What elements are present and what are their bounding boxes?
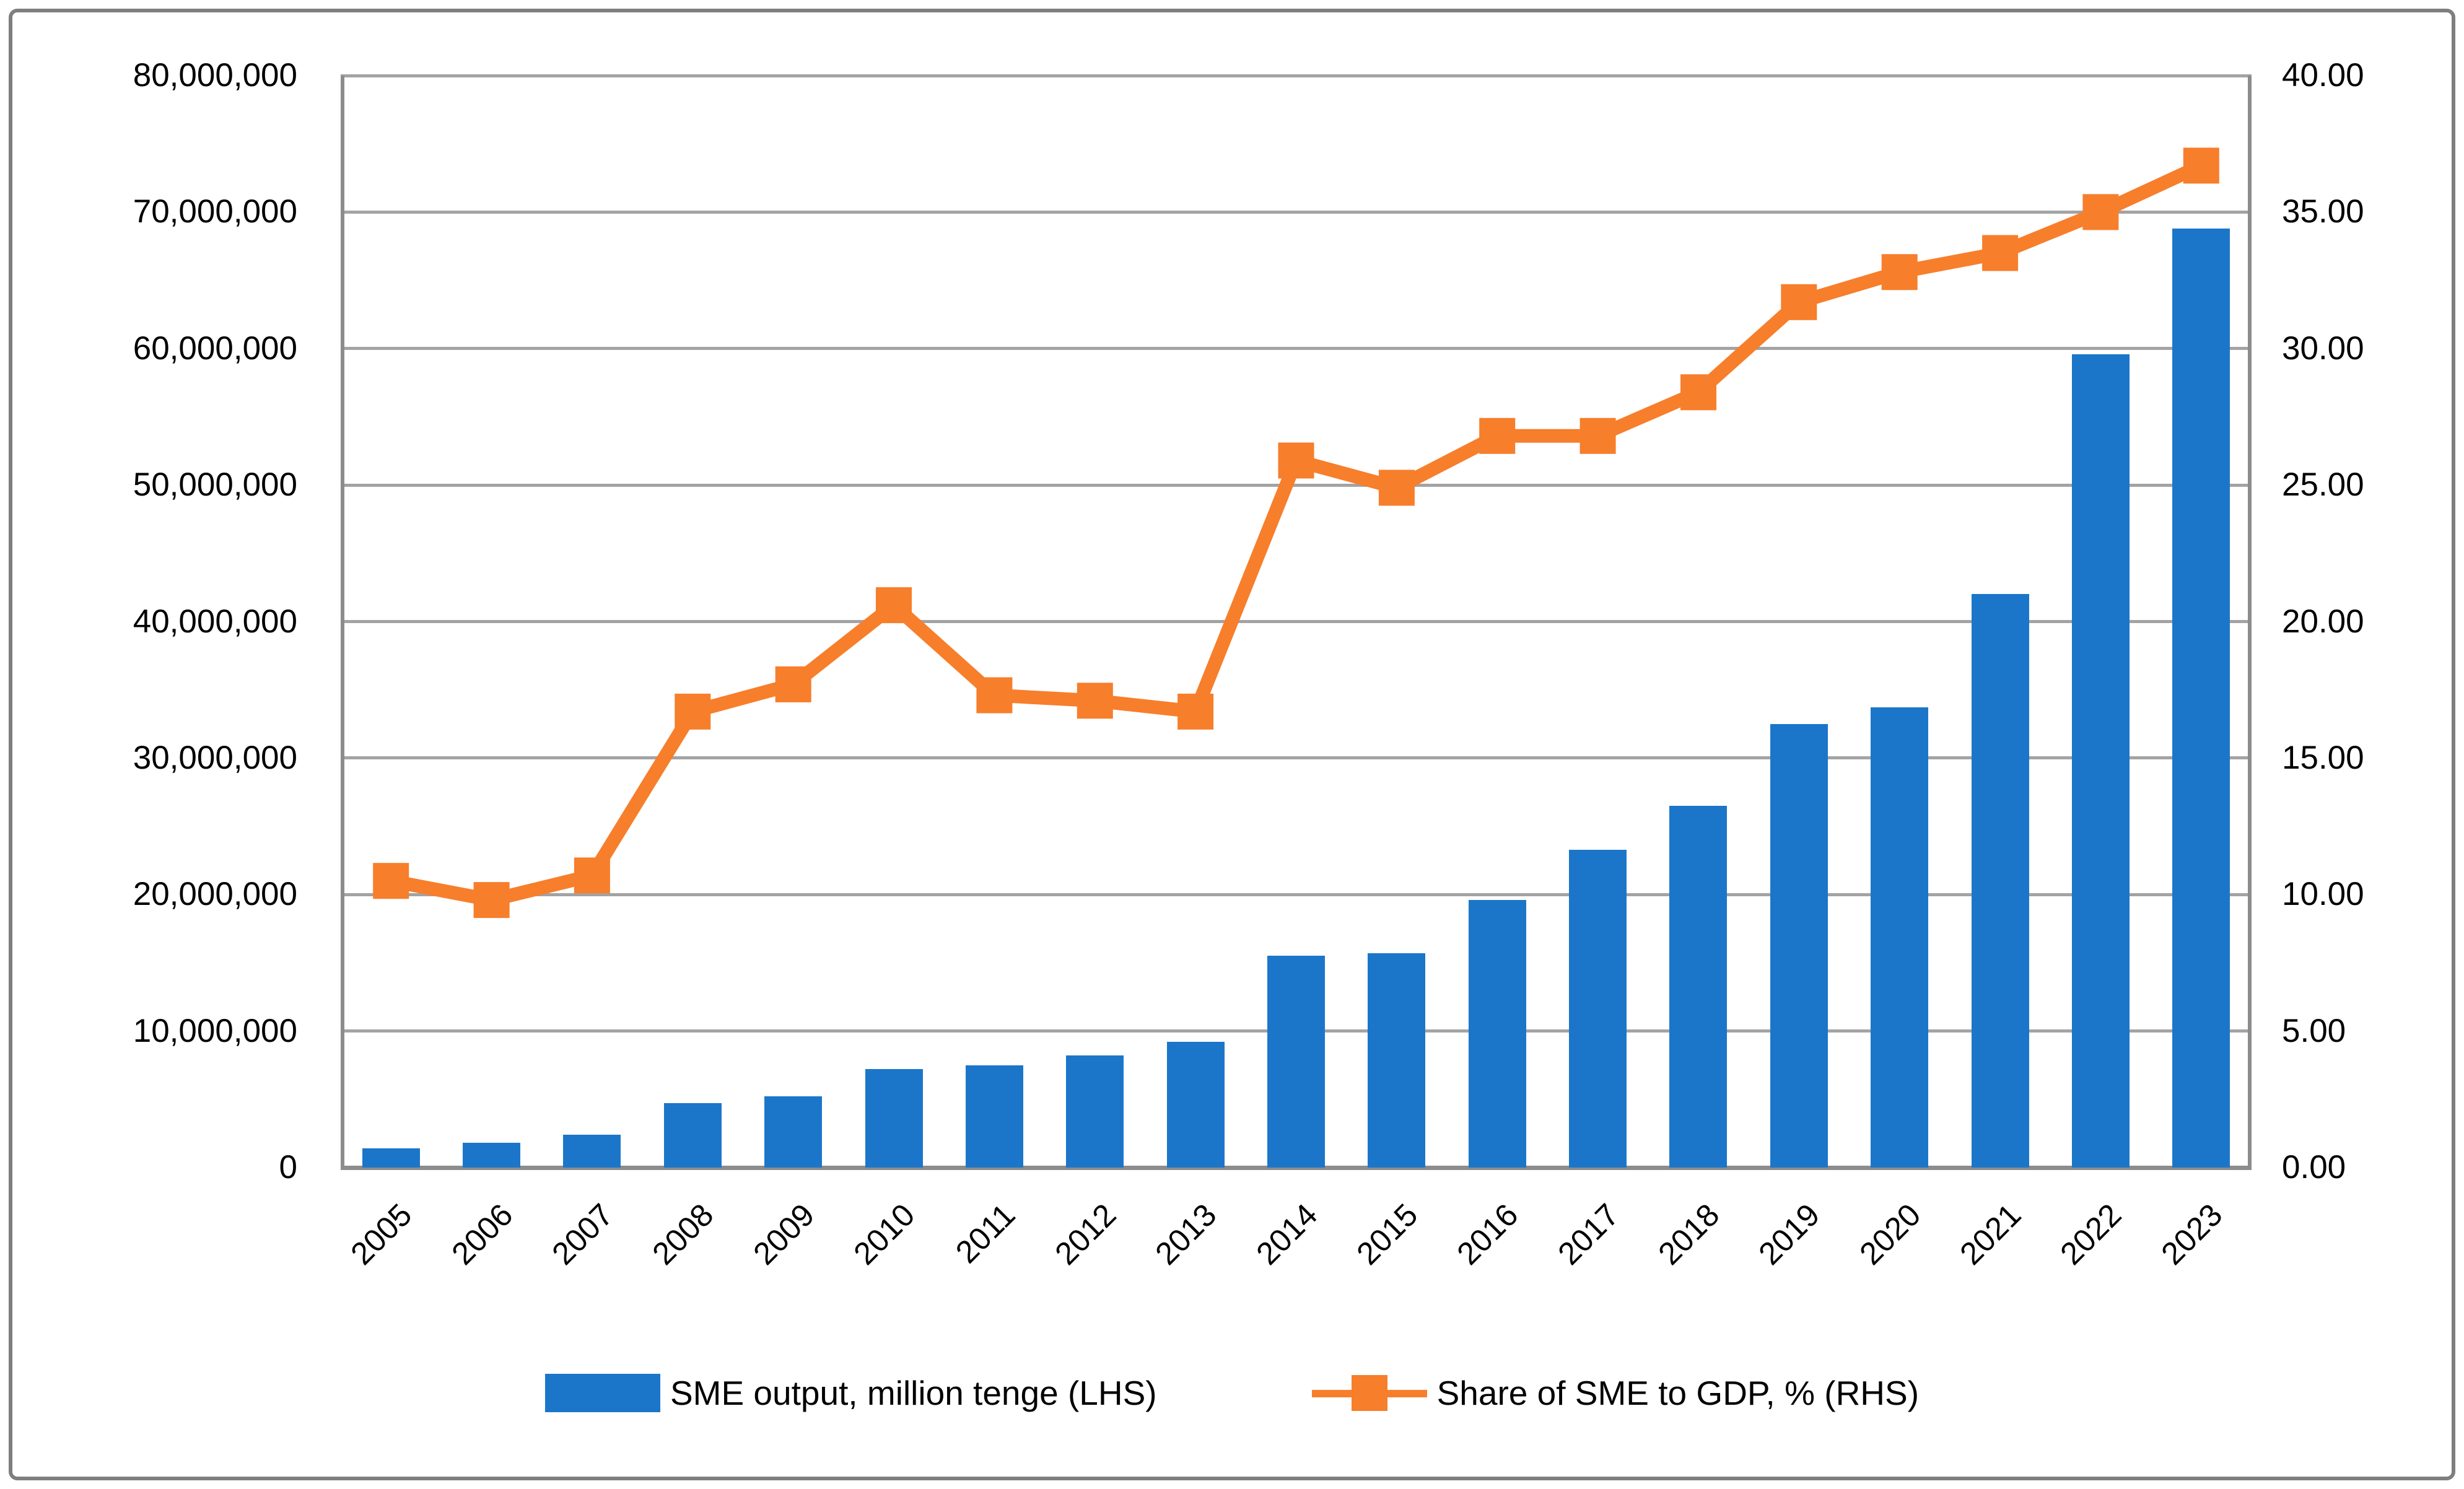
legend: SME output, million tenge (LHS) Share of… <box>0 1374 2464 1412</box>
bar-2015 <box>1368 953 1426 1168</box>
marker-2010 <box>876 587 912 624</box>
marker-2018 <box>1680 374 1716 411</box>
right-axis-tick-label: 40.00 <box>2282 57 2364 94</box>
marker-2017 <box>1579 417 1616 454</box>
left-axis-tick-label: 70,000,000 <box>133 193 297 230</box>
gridline <box>341 756 2252 760</box>
bar-2007 <box>563 1135 621 1168</box>
legend-item-gdp-share: Share of SME to GDP, % (RHS) <box>1311 1374 1920 1412</box>
left-axis-tick-label: 20,000,000 <box>133 876 297 913</box>
left-axis-tick-label: 50,000,000 <box>133 466 297 504</box>
bar-2013 <box>1166 1042 1225 1168</box>
left-axis-tick-label: 60,000,000 <box>133 330 297 367</box>
marker-2019 <box>1781 284 1817 320</box>
right-axis-tick-label: 5.00 <box>2282 1012 2346 1049</box>
left-axis-tick-label: 40,000,000 <box>133 603 297 640</box>
right-axis-tick-label: 25.00 <box>2282 466 2364 504</box>
marker-2007 <box>574 857 610 894</box>
bar-2018 <box>1669 806 1728 1168</box>
legend-swatch-bar-icon <box>544 1374 660 1412</box>
gridline <box>341 347 2252 351</box>
marker-2005 <box>373 863 409 899</box>
right-axis-tick-label: 15.00 <box>2282 739 2364 776</box>
y-axis-line-left <box>341 76 344 1168</box>
marker-2023 <box>2183 147 2219 184</box>
left-axis-tick-label: 0 <box>279 1149 297 1186</box>
marker-2008 <box>675 693 711 730</box>
marker-2022 <box>2082 194 2119 230</box>
right-axis-tick-label: 35.00 <box>2282 193 2364 230</box>
bar-2020 <box>1871 707 1929 1168</box>
right-axis-tick-label: 10.00 <box>2282 876 2364 913</box>
left-axis-tick-label: 80,000,000 <box>133 57 297 94</box>
legend-swatch-line-marker-icon <box>1311 1374 1427 1412</box>
bar-2008 <box>663 1103 722 1168</box>
bar-2009 <box>764 1096 823 1168</box>
marker-2021 <box>1982 235 2019 271</box>
left-axis-tick-label: 10,000,000 <box>133 1012 297 1049</box>
bar-2010 <box>865 1069 923 1168</box>
gridline <box>341 210 2252 214</box>
chart-frame-border <box>9 9 2455 1480</box>
bar-2021 <box>1971 594 2029 1168</box>
right-axis-tick-label: 30.00 <box>2282 330 2364 367</box>
bar-2017 <box>1569 849 1627 1168</box>
gridline <box>341 620 2252 623</box>
bar-2006 <box>463 1143 521 1168</box>
marker-2006 <box>473 882 510 919</box>
marker-2020 <box>1881 254 1918 290</box>
bar-2005 <box>362 1148 420 1168</box>
marker-2016 <box>1479 417 1516 454</box>
marker-2012 <box>1077 683 1113 719</box>
marker-2013 <box>1177 693 1214 730</box>
y-axis-line-right <box>2248 76 2252 1168</box>
bar-2019 <box>1770 723 1828 1168</box>
right-axis-tick-label: 0.00 <box>2282 1149 2346 1186</box>
right-axis-tick-label: 20.00 <box>2282 603 2364 640</box>
x-axis-line <box>341 1166 2252 1170</box>
bar-2016 <box>1468 900 1526 1168</box>
left-axis-tick-label: 30,000,000 <box>133 739 297 776</box>
marker-2014 <box>1278 442 1314 479</box>
bar-2012 <box>1066 1055 1124 1168</box>
marker-2011 <box>976 677 1013 714</box>
gridline <box>341 74 2252 77</box>
legend-square-marker <box>1351 1375 1387 1411</box>
marker-2009 <box>775 666 811 702</box>
bar-2022 <box>2071 354 2130 1168</box>
gdp-share-line-layer <box>373 147 2219 919</box>
legend-label-gdp-share: Share of SME to GDP, % (RHS) <box>1436 1374 1920 1412</box>
bar-2014 <box>1267 956 1325 1168</box>
plot-area <box>341 74 2252 1170</box>
gridline <box>341 893 2252 896</box>
bar-2011 <box>965 1065 1023 1168</box>
bar-2023 <box>2172 228 2230 1168</box>
gdp-share-line <box>390 159 2204 907</box>
legend-label-sme-output: SME output, million tenge (LHS) <box>670 1374 1157 1412</box>
gridline <box>341 483 2252 487</box>
legend-item-sme-output: SME output, million tenge (LHS) <box>544 1374 1157 1412</box>
marker-2015 <box>1378 469 1415 506</box>
